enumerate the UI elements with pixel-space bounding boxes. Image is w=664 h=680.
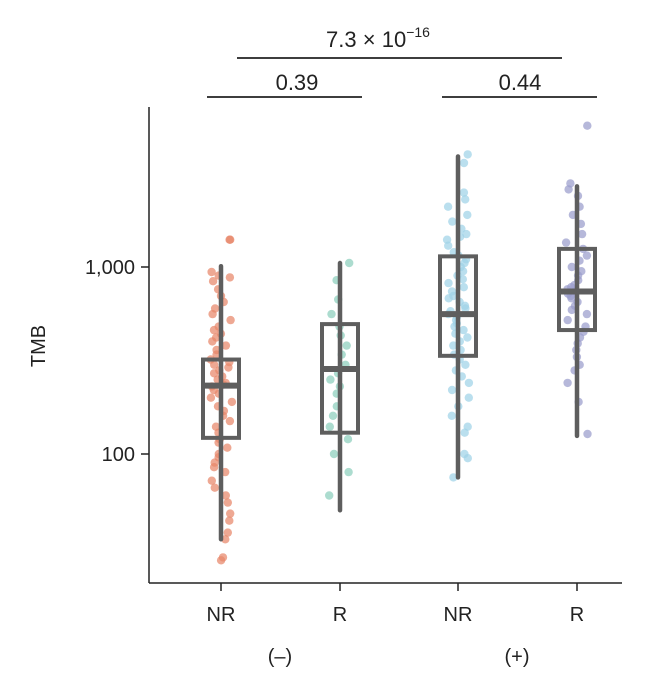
y-tick-label-1000: 1,000 [85, 257, 135, 279]
data-point-4-28 [563, 315, 572, 325]
data-point-2-20 [325, 491, 334, 500]
data-point-4-1 [583, 121, 592, 130]
data-point-3-28 [461, 304, 470, 313]
data-point-4-8 [577, 229, 587, 239]
data-point-1-44 [223, 443, 232, 452]
data-point-2-1 [345, 258, 354, 268]
data-point-1-48 [209, 463, 219, 472]
comparison-brackets: 7.3 × 10−16 0.39 0.44 [207, 24, 597, 98]
data-point-3-50 [447, 411, 456, 420]
data-point-3-43 [461, 360, 470, 369]
x-tick-label-3: NR [444, 604, 473, 626]
y-tick-label-100: 100 [102, 444, 135, 466]
data-point-4-26 [567, 305, 576, 315]
data-point-2-4 [327, 309, 336, 319]
data-point-3-3 [459, 188, 469, 197]
data-point-1-12 [226, 315, 235, 325]
x-tick-label-1: NR [207, 604, 236, 626]
data-point-3-55 [449, 473, 458, 482]
data-point-3-47 [447, 385, 457, 395]
data-point-1-35 [227, 397, 237, 407]
group-label-positive: (+) [505, 646, 530, 668]
data-point-3-22 [459, 283, 468, 292]
box-1 [201, 357, 241, 440]
data-point-1-39 [225, 416, 235, 426]
data-point-1-17 [208, 337, 217, 346]
data-point-1-5 [225, 273, 235, 282]
data-point-4-11 [582, 251, 592, 260]
pvalue-positive: 0.44 [499, 70, 542, 95]
data-point-3-12 [444, 241, 453, 250]
box-3 [438, 254, 478, 358]
y-axis-title: TMB [28, 325, 50, 367]
data-point-1-34 [206, 393, 216, 402]
data-point-1-53 [223, 498, 232, 507]
data-point-3-46 [464, 378, 474, 388]
data-point-3-7 [448, 217, 457, 226]
data-point-3-48 [464, 393, 473, 402]
x-tick-label-2: R [333, 604, 347, 626]
data-point-4-13 [567, 262, 576, 272]
data-point-3-6 [463, 210, 472, 220]
data-point-1-26 [209, 369, 219, 378]
data-point-4-3 [564, 185, 573, 194]
pvalue-negative: 0.39 [276, 70, 319, 95]
data-point-2-15 [328, 411, 338, 420]
data-point-4-9 [561, 238, 571, 247]
data-point-1-14 [209, 325, 219, 335]
data-point-1-11 [208, 309, 217, 319]
data-point-4-27 [582, 309, 592, 319]
data-point-1-51 [210, 483, 219, 492]
data-point-1-23 [210, 360, 219, 369]
data-point-1-6 [208, 277, 218, 286]
data-point-3-5 [443, 202, 453, 211]
data-point-1-2 [226, 235, 235, 244]
data-point-2-16 [325, 422, 334, 431]
data-point-3-39 [449, 341, 458, 350]
y-ticks: 100 1,000 [85, 257, 149, 466]
data-point-3-35 [459, 325, 468, 335]
data-point-1-20 [212, 350, 221, 359]
group-label-negative: (–) [268, 646, 292, 668]
data-point-3-4 [461, 195, 470, 204]
data-point-1-3 [207, 267, 216, 277]
pvalue-overall: 7.3 × 10−16 [326, 24, 430, 52]
data-point-3-25 [444, 294, 453, 303]
data-point-2-7 [342, 341, 351, 350]
data-point-2-17 [343, 435, 353, 444]
data-point-2-19 [344, 467, 353, 477]
data-point-3-37 [463, 333, 472, 342]
data-point-1-55 [225, 516, 234, 525]
data-point-3-54 [463, 454, 472, 463]
box-2 [320, 322, 360, 435]
data-point-4-37 [563, 378, 572, 388]
data-point-3-1 [463, 150, 472, 159]
data-point-1-54 [226, 509, 235, 518]
data-point-1-50 [207, 476, 216, 485]
data-point-1-24 [224, 363, 233, 372]
data-point-2-11 [326, 375, 335, 384]
data-point-3-21 [444, 278, 453, 288]
plot-marks [201, 121, 597, 565]
data-point-1-18 [221, 341, 231, 350]
x-ticks: NR R NR R (–) (+) [207, 583, 584, 668]
data-point-3-52 [460, 428, 469, 437]
x-tick-label-4: R [570, 604, 584, 626]
data-point-1-56 [223, 528, 232, 537]
data-point-2-18 [329, 449, 339, 459]
data-point-1-52 [221, 491, 230, 500]
data-point-1-59 [216, 556, 226, 565]
data-point-4-23 [567, 294, 576, 303]
data-point-4-39 [583, 429, 592, 439]
data-point-3-2 [459, 158, 469, 168]
data-point-3-20 [458, 275, 467, 284]
